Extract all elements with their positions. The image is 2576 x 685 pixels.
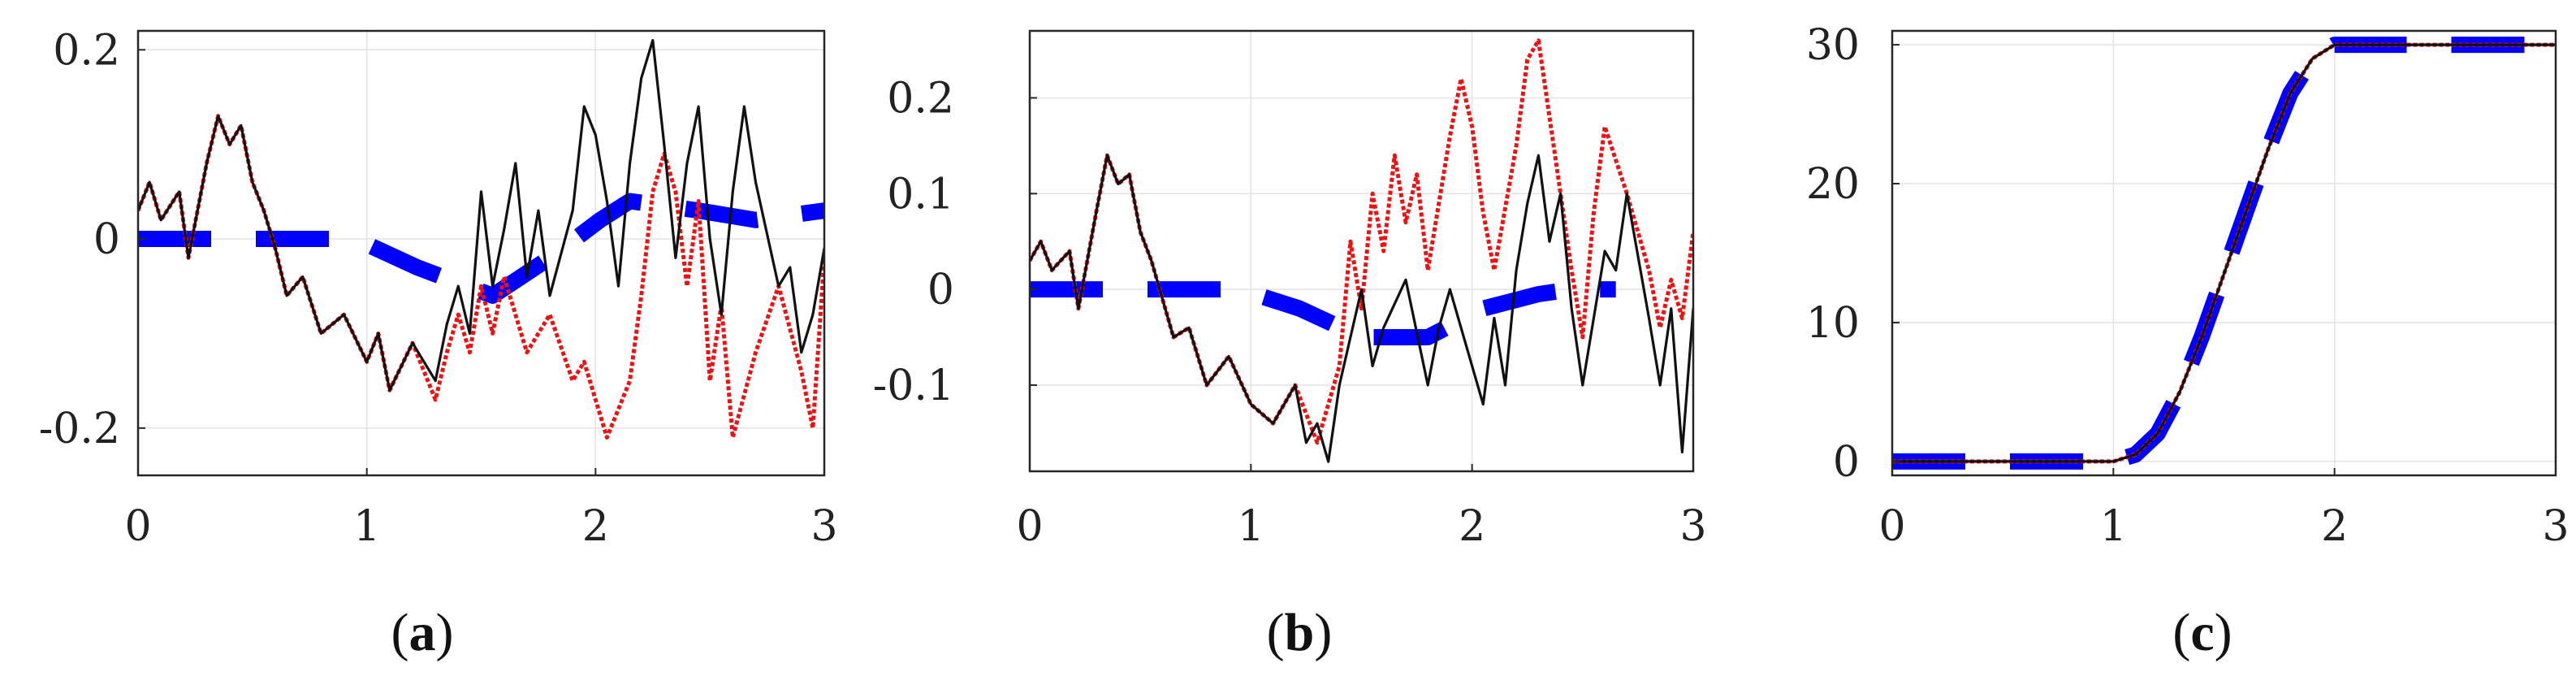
x-tick-label: 3 [2542, 502, 2569, 551]
x-tick-label: 2 [1459, 502, 1485, 551]
series-line-black-solid [1030, 154, 1693, 463]
chart-panel-1: 0 1 2 3 -0.2 0 0.2 (a) [39, 26, 838, 662]
axes-box [1891, 29, 2557, 477]
series-line-black-solid [1892, 43, 2556, 463]
series-line-thick-blue-dashed [1030, 281, 1616, 345]
y-tick-label: -0.1 [873, 362, 954, 410]
y-tick-label: 0 [93, 215, 120, 264]
y-tick-label: 0.2 [887, 74, 954, 123]
x-tick-label: 2 [582, 502, 609, 551]
y-tick-label: 0.2 [53, 26, 120, 75]
panel-label: (c) [2172, 603, 2232, 662]
x-tick-label: 0 [124, 502, 151, 551]
x-tick-label: 3 [1679, 502, 1706, 551]
y-tick-label: 0 [1833, 438, 1860, 487]
y-tick-label: 30 [1806, 21, 1860, 70]
axes-box [1028, 29, 1695, 473]
panel-label: (b) [1267, 603, 1333, 662]
x-tick-label: 1 [353, 502, 380, 551]
y-tick-label: 0 [927, 266, 954, 314]
series-group [138, 39, 824, 440]
series-line-black-solid [138, 39, 824, 392]
plot-area [1030, 31, 1693, 471]
panel-label: (a) [391, 603, 454, 662]
x-tick-label: 0 [1878, 502, 1905, 551]
x-tick-label: 2 [2321, 502, 2348, 551]
series-group [1030, 38, 1693, 463]
chart-panel-2: 0 1 2 3 -0.1 0 0.1 0.2 (b) [873, 29, 1707, 662]
x-tick-label: 1 [1238, 502, 1264, 551]
y-tick-label: -0.2 [39, 405, 120, 453]
y-tick-label: 0.1 [887, 170, 954, 219]
plot-area [138, 31, 824, 475]
axes-box [136, 29, 826, 477]
x-tick-label: 1 [2100, 502, 2127, 551]
plot-area [1892, 31, 2556, 475]
x-tick-label: 0 [1016, 502, 1043, 551]
x-tick-label: 3 [810, 502, 837, 551]
series-group [1892, 37, 2556, 470]
y-tick-label: 20 [1806, 160, 1860, 209]
y-tick-label: 10 [1806, 299, 1860, 348]
